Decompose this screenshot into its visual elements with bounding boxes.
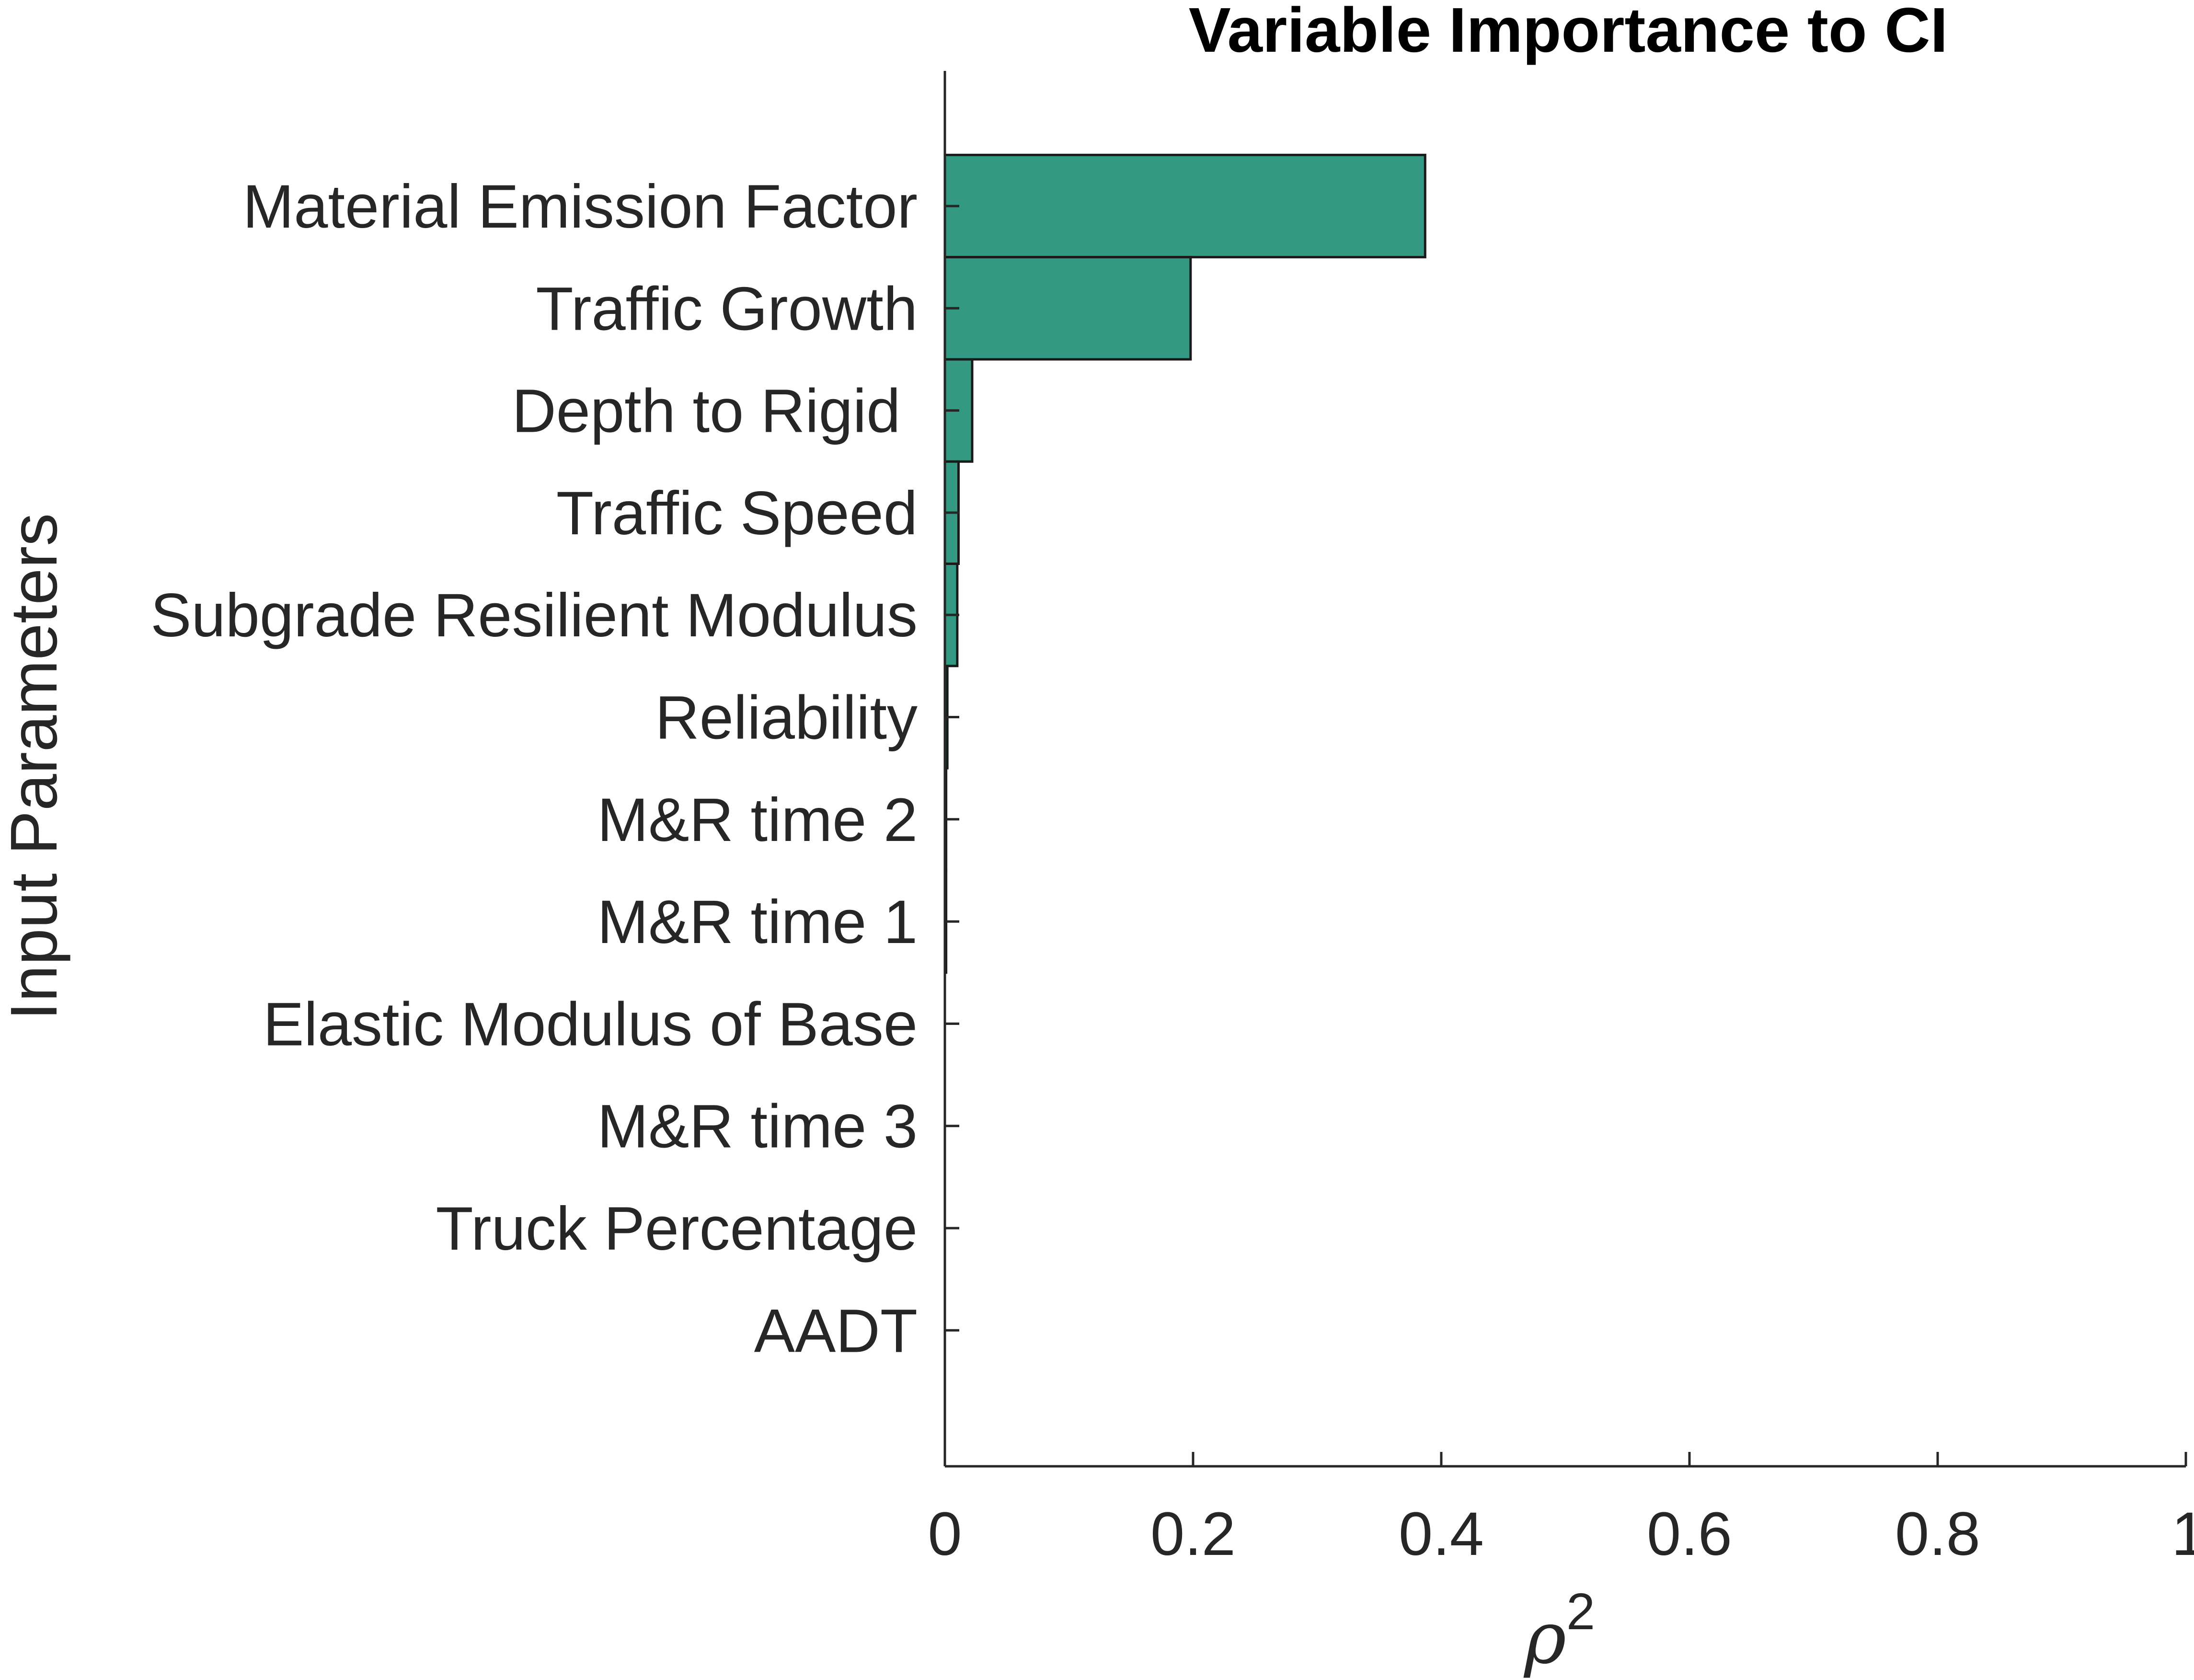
x-tick-label: 0.6	[1647, 1500, 1732, 1568]
x-axis-label: ρ2	[1523, 1582, 1595, 1680]
x-tick-label: 0.2	[1150, 1500, 1236, 1568]
category-label: Traffic Speed	[556, 479, 918, 548]
category-label: M&R time 1	[597, 888, 918, 956]
bars-group	[943, 153, 1426, 974]
category-label: Truck Percentage	[436, 1195, 918, 1263]
category-label: Depth to Rigid	[512, 377, 918, 446]
category-label: AADT	[754, 1297, 918, 1365]
chart-title: Variable Importance to CI	[1189, 0, 1948, 65]
category-label: M&R time 3	[597, 1093, 918, 1161]
x-tick-labels-group: 0 0.2 0.4 0.6 0.8 1	[928, 1500, 2194, 1568]
category-label: Subgrade Resilient Modulus	[150, 581, 918, 650]
x-tick-label: 0.8	[1895, 1500, 1980, 1568]
category-labels-group: Material Emission Factor Traffic Growth De…	[150, 173, 918, 1365]
y-axis-label: Input Parameters	[0, 513, 71, 1021]
x-tick-label: 1	[2171, 1500, 2194, 1568]
y-ticks-group	[945, 205, 959, 1332]
category-label: Reliability	[655, 684, 918, 752]
category-label: Traffic Growth	[536, 275, 918, 343]
category-label: Elastic Modulus of Base	[263, 990, 918, 1059]
x-axis-label-superscript: 2	[1566, 1582, 1595, 1640]
x-tick-label: 0.4	[1399, 1500, 1484, 1568]
x-tick-label: 0	[928, 1500, 962, 1568]
bar	[943, 256, 1192, 361]
category-label: M&R time 2	[597, 786, 918, 854]
category-label: Material Emission Factor	[243, 173, 918, 241]
x-axis-label-symbol: ρ	[1523, 1597, 1566, 1680]
bar	[943, 153, 1426, 259]
x-ticks-group	[943, 1452, 2187, 1466]
